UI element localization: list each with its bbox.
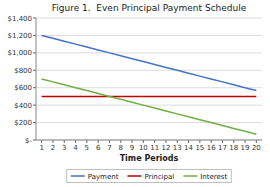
legend-item: Interest [183,173,227,181]
y-tick-label: $1,000 [8,49,33,57]
y-tick-label: $200 [14,119,32,127]
x-tick-label: 20 [252,144,261,152]
legend-label: Interest [200,173,227,181]
x-tick-label: 2 [51,144,55,152]
x-tick-label: 5 [85,144,89,152]
grid-line [36,35,262,36]
x-tick-label: 17 [218,144,227,152]
grid [36,18,262,140]
x-tick-label: 15 [195,144,204,152]
legend-frame [67,170,231,183]
x-tick-label: 16 [207,144,216,152]
x-axis [36,140,262,141]
x-tick-label: 6 [96,144,101,152]
x-axis-label: Time Periods [120,154,179,163]
legend-label: Principal [144,173,174,181]
x-tick-label: 13 [173,144,182,152]
grid-line [36,122,262,123]
grid-line [36,87,262,88]
y-tick-label: $800 [14,67,32,75]
legend-swatch [71,175,85,177]
legend: Payment Principal Interest [67,170,231,183]
x-tick-label: 14 [184,144,193,152]
legend-label: Payment [88,173,119,181]
y-axis [36,18,37,140]
x-tick-label: 3 [62,144,66,152]
x-tick-label: 4 [73,144,78,152]
grid-line [36,18,262,19]
legend-item: Principal [127,173,174,181]
series-line [42,79,257,134]
x-tick-label: 11 [150,144,159,152]
series-line [42,35,257,90]
y-tick-label: $- [25,137,32,145]
x-tick-label: 8 [119,144,123,152]
y-tick-label: $1,200 [8,32,33,40]
x-tick-label: 18 [229,144,238,152]
x-tick-label: 7 [107,144,111,152]
grid-line [36,70,262,71]
grid-line [36,105,262,106]
series-group [42,35,257,134]
x-tick-label: 1 [39,144,43,152]
x-tick-label: 12 [161,144,170,152]
series-line [42,96,257,98]
title: Figure 1. Even Principal Payment Schedul… [52,3,247,13]
x-tick-label: 19 [241,144,250,152]
chart: Figure 1. Even Principal Payment Schedul… [0,0,270,187]
y-tick-label: $600 [14,84,32,92]
x-tick-label: 10 [139,144,148,152]
y-tick-label: $400 [14,102,32,110]
legend-swatch [183,175,197,177]
grid-line [36,52,262,53]
grid-line [36,140,262,141]
legend-swatch [127,175,141,177]
y-tick-label: $1,400 [8,15,33,23]
legend-item: Payment [71,173,119,181]
x-tick-label: 9 [130,144,134,152]
